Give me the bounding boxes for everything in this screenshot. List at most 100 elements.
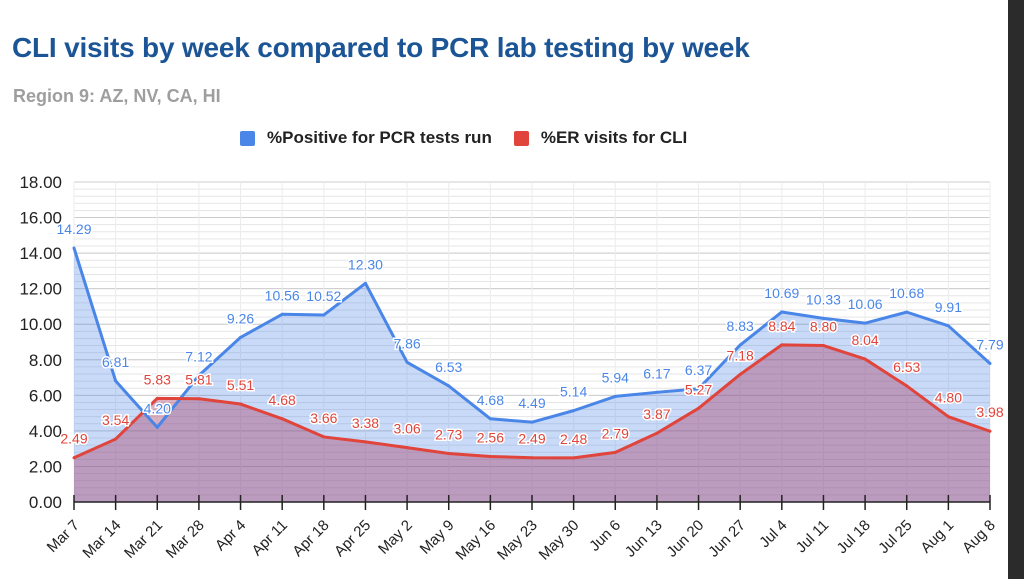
- data-point-er: [863, 357, 867, 361]
- data-point-pcr: [488, 417, 492, 421]
- y-tick-label: 12.00: [19, 280, 62, 299]
- x-tick-label: Jul 4: [756, 517, 790, 551]
- x-tick-label: Jun 27: [705, 517, 749, 561]
- data-label-pcr: 10.33: [806, 291, 841, 307]
- data-point-pcr: [447, 384, 451, 388]
- data-label-er: 2.49: [518, 431, 545, 447]
- x-tick-label: Mar 21: [121, 517, 166, 562]
- data-label-er: 5.81: [185, 372, 212, 388]
- legend-item-pcr[interactable]: %Positive for PCR tests run: [240, 128, 492, 148]
- data-point-pcr: [697, 387, 701, 391]
- data-label-er: 4.80: [935, 390, 962, 406]
- data-label-pcr: 7.86: [393, 335, 420, 351]
- y-tick-label: 18.00: [19, 173, 62, 192]
- data-point-pcr: [780, 310, 784, 314]
- data-point-er: [114, 437, 118, 441]
- area-er: [74, 344, 990, 502]
- chart-title: CLI visits by week compared to PCR lab t…: [12, 32, 750, 63]
- data-label-er: 3.06: [393, 421, 420, 437]
- window-edge: [1008, 0, 1024, 579]
- data-point-er: [988, 429, 992, 433]
- data-point-er: [655, 431, 659, 435]
- data-point-pcr: [738, 343, 742, 347]
- data-label-er: 3.38: [352, 415, 379, 431]
- x-tick-label: Aug 1: [917, 517, 957, 557]
- data-point-er: [738, 372, 742, 376]
- data-point-er: [488, 454, 492, 458]
- data-point-pcr: [988, 362, 992, 366]
- data-point-pcr: [863, 321, 867, 325]
- x-tick-label: Jun 20: [664, 517, 708, 561]
- data-label-er: 2.48: [560, 431, 587, 447]
- legend-swatch-er: [513, 130, 529, 146]
- data-label-er: 8.84: [768, 318, 795, 334]
- x-tick-label: Apr 18: [289, 517, 332, 560]
- data-point-pcr: [655, 390, 659, 394]
- data-label-er: 3.66: [310, 410, 337, 426]
- legend-label-er: %ER visits for CLI: [540, 128, 688, 147]
- data-point-er: [572, 456, 576, 460]
- x-tick-label: Jun 6: [586, 517, 624, 555]
- x-tick-label: Mar 14: [79, 517, 124, 562]
- data-label-er: 3.54: [102, 412, 129, 428]
- data-point-er: [780, 343, 784, 347]
- x-tick-label: Apr 25: [331, 517, 374, 560]
- data-point-er: [405, 446, 409, 450]
- data-label-pcr: 7.79: [976, 337, 1003, 353]
- data-label-pcr: 6.81: [102, 354, 129, 370]
- data-label-er: 6.53: [893, 359, 920, 375]
- legend-swatch-pcr: [240, 130, 255, 146]
- data-label-er: 2.79: [602, 425, 629, 441]
- data-point-pcr: [114, 379, 118, 383]
- data-point-pcr: [363, 281, 367, 285]
- x-tick-label: Jul 25: [875, 517, 915, 557]
- x-tick-label: Jun 13: [622, 517, 666, 561]
- data-point-pcr: [530, 420, 534, 424]
- data-point-er: [447, 451, 451, 455]
- data-label-er: 7.18: [727, 347, 754, 363]
- data-point-er: [363, 440, 367, 444]
- legend-item-er[interactable]: %ER visits for CLI: [513, 128, 688, 148]
- data-point-pcr: [821, 316, 825, 320]
- x-tick-label: May 16: [452, 517, 499, 564]
- y-tick-label: 4.00: [29, 422, 62, 441]
- data-label-pcr: 10.56: [265, 287, 300, 303]
- data-point-er: [530, 456, 534, 460]
- data-label-pcr: 6.17: [643, 365, 670, 381]
- chart-subtitle: Region 9: AZ, NV, CA, HI: [13, 86, 221, 106]
- data-label-pcr: 5.94: [602, 369, 629, 385]
- data-point-er: [946, 415, 950, 419]
- data-label-pcr: 14.29: [56, 221, 91, 237]
- data-point-pcr: [572, 409, 576, 413]
- data-label-pcr: 4.49: [518, 395, 545, 411]
- data-point-pcr: [905, 310, 909, 314]
- y-tick-label: 10.00: [19, 315, 62, 334]
- data-label-pcr: 10.52: [306, 288, 341, 304]
- data-point-pcr: [155, 425, 159, 429]
- data-label-er: 8.80: [810, 319, 837, 335]
- data-point-pcr: [946, 324, 950, 328]
- x-tick-label: Aug 8: [959, 517, 999, 557]
- data-label-er: 8.04: [851, 332, 878, 348]
- x-tick-label: May 30: [536, 517, 583, 564]
- x-tick-label: May 23: [494, 517, 541, 564]
- data-label-pcr: 9.26: [227, 310, 254, 326]
- data-label-pcr: 9.91: [935, 299, 962, 315]
- data-point-pcr: [72, 246, 76, 250]
- data-point-er: [197, 397, 201, 401]
- data-label-pcr: 6.53: [435, 359, 462, 375]
- data-label-er: 2.49: [60, 431, 87, 447]
- data-label-er: 3.87: [643, 406, 670, 422]
- data-label-er: 2.56: [477, 429, 504, 445]
- x-tick-label: May 2: [375, 517, 416, 558]
- y-tick-label: 16.00: [19, 209, 62, 228]
- x-tick-label: Jul 18: [834, 517, 874, 557]
- data-point-pcr: [613, 394, 617, 398]
- x-tick-label: Apr 11: [249, 517, 291, 559]
- y-tick-label: 8.00: [29, 351, 62, 370]
- data-label-er: 4.68: [269, 392, 296, 408]
- data-label-er: 3.98: [976, 404, 1003, 420]
- data-point-pcr: [197, 373, 201, 377]
- data-label-pcr: 12.30: [348, 256, 383, 272]
